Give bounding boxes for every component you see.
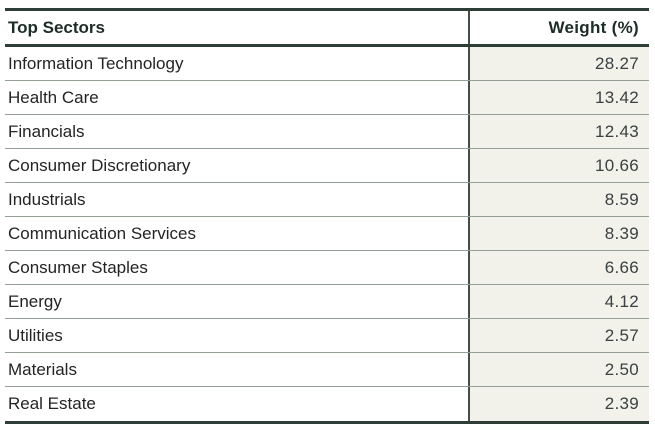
sector-weight: 28.27 bbox=[468, 47, 649, 80]
table-row: Health Care 13.42 bbox=[5, 81, 649, 115]
table-row: Industrials 8.59 bbox=[5, 183, 649, 217]
sector-weight: 8.39 bbox=[468, 217, 649, 250]
sector-weight: 6.66 bbox=[468, 251, 649, 284]
sector-weight: 2.50 bbox=[468, 353, 649, 386]
table-row: Communication Services 8.39 bbox=[5, 217, 649, 251]
table-row: Materials 2.50 bbox=[5, 353, 649, 387]
sector-name: Financials bbox=[8, 121, 85, 141]
sector-name: Energy bbox=[8, 291, 62, 311]
table-row: Consumer Discretionary 10.66 bbox=[5, 149, 649, 183]
table-body: Information Technology 28.27 Health Care… bbox=[5, 47, 649, 421]
table-header-row: Top Sectors Weight (%) bbox=[5, 11, 649, 47]
table-row: Utilities 2.57 bbox=[5, 319, 649, 353]
column-header-top-sectors: Top Sectors bbox=[8, 17, 105, 37]
sector-weight: 13.42 bbox=[468, 81, 649, 114]
top-sectors-table: Top Sectors Weight (%) Information Techn… bbox=[5, 8, 649, 424]
sector-weight: 2.39 bbox=[468, 387, 649, 421]
column-header-weight: Weight (%) bbox=[468, 11, 649, 44]
table-row: Information Technology 28.27 bbox=[5, 47, 649, 81]
table-row: Consumer Staples 6.66 bbox=[5, 251, 649, 285]
sector-weight: 4.12 bbox=[468, 285, 649, 318]
sector-weight: 8.59 bbox=[468, 183, 649, 216]
sector-name: Real Estate bbox=[8, 394, 96, 413]
table-row: Financials 12.43 bbox=[5, 115, 649, 149]
sector-weight: 10.66 bbox=[468, 149, 649, 182]
sector-name: Information Technology bbox=[8, 53, 184, 73]
table-row: Real Estate 2.39 bbox=[5, 387, 649, 421]
sector-name: Industrials bbox=[8, 189, 86, 209]
sector-weight: 12.43 bbox=[468, 115, 649, 148]
table-row: Energy 4.12 bbox=[5, 285, 649, 319]
sector-name: Consumer Discretionary bbox=[8, 155, 191, 175]
sector-name: Health Care bbox=[8, 87, 99, 107]
sector-name: Communication Services bbox=[8, 223, 197, 243]
sector-name: Consumer Staples bbox=[8, 257, 148, 277]
sector-name: Utilities bbox=[8, 325, 63, 345]
sector-name: Materials bbox=[8, 359, 77, 379]
sector-weight: 2.57 bbox=[468, 319, 649, 352]
